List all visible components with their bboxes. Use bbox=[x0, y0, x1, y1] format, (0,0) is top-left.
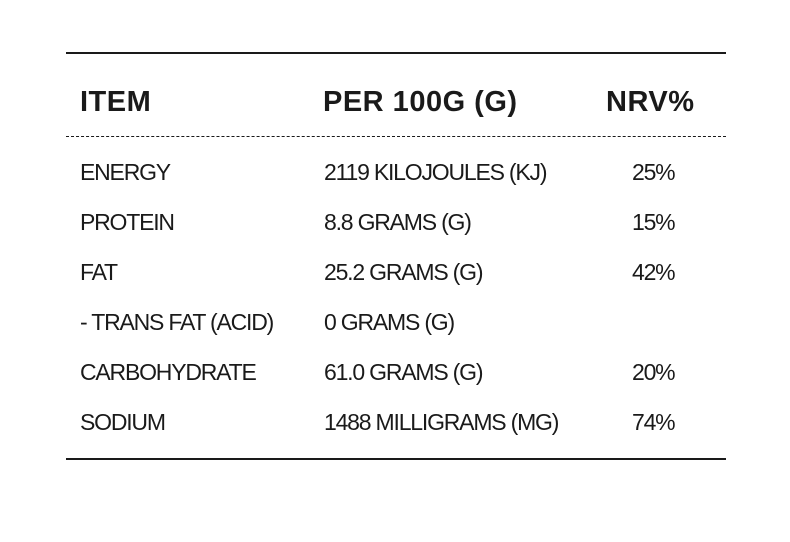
bottom-rule bbox=[66, 458, 726, 460]
row-item: ENERGY bbox=[80, 159, 171, 185]
row-nrv: 74% bbox=[632, 409, 676, 435]
header-per-100g: PER 100G (G) bbox=[323, 86, 518, 118]
row-amount: 25.2 GRAMS (G) bbox=[324, 259, 483, 285]
table-row: ENERGY 2119 KILOJOULES (KJ) 25% bbox=[66, 152, 726, 202]
header-divider bbox=[66, 136, 726, 137]
row-nrv: 25% bbox=[632, 159, 676, 185]
row-item: PROTEIN bbox=[80, 209, 175, 235]
row-amount: 8.8 GRAMS (G) bbox=[324, 209, 472, 235]
header-item: ITEM bbox=[80, 86, 152, 118]
row-item: CARBOHYDRATE bbox=[80, 359, 257, 385]
row-amount: 0 GRAMS (G) bbox=[324, 309, 455, 335]
top-rule bbox=[66, 52, 726, 54]
row-nrv: 15% bbox=[632, 209, 676, 235]
table-header: ITEM PER 100G (G) NRV% bbox=[66, 82, 726, 122]
row-nrv: 42% bbox=[632, 259, 676, 285]
table-body: ENERGY 2119 KILOJOULES (KJ) 25% PROTEIN … bbox=[66, 152, 726, 452]
row-amount: 1488 MILLIGRAMS (MG) bbox=[324, 409, 559, 435]
table-row: SODIUM 1488 MILLIGRAMS (MG) 74% bbox=[66, 402, 726, 452]
table-row: PROTEIN 8.8 GRAMS (G) 15% bbox=[66, 202, 726, 252]
table-row: CARBOHYDRATE 61.0 GRAMS (G) 20% bbox=[66, 352, 726, 402]
row-item: - TRANS FAT (ACID) bbox=[80, 309, 274, 335]
header-nrv: NRV% bbox=[606, 86, 695, 118]
row-item: FAT bbox=[80, 259, 118, 285]
table-row: - TRANS FAT (ACID) 0 GRAMS (G) bbox=[66, 302, 726, 352]
row-item: SODIUM bbox=[80, 409, 166, 435]
nutrition-table: ITEM PER 100G (G) NRV% ENERGY 2119 KILOJ… bbox=[66, 52, 726, 460]
row-amount: 2119 KILOJOULES (KJ) bbox=[324, 159, 547, 185]
table-row: FAT 25.2 GRAMS (G) 42% bbox=[66, 252, 726, 302]
row-amount: 61.0 GRAMS (G) bbox=[324, 359, 483, 385]
row-nrv: 20% bbox=[632, 359, 676, 385]
